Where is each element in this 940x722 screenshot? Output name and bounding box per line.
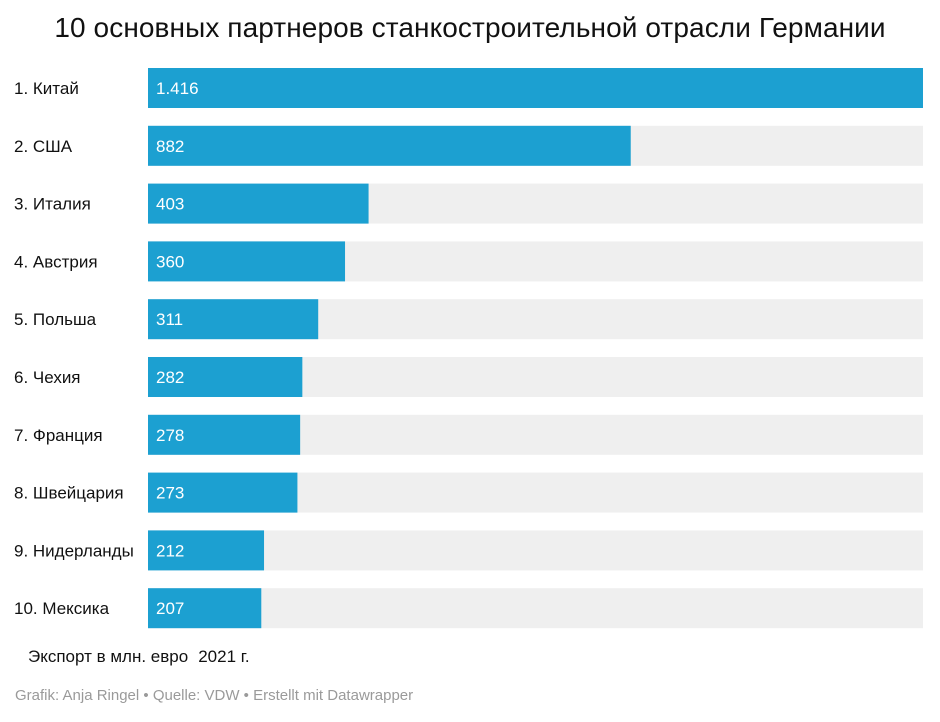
category-label: 5. Польша xyxy=(14,310,97,329)
bar xyxy=(148,588,262,629)
bar-track xyxy=(148,530,923,571)
value-label: 207 xyxy=(156,599,184,618)
bar xyxy=(148,183,369,224)
category-label: 2. США xyxy=(14,137,73,156)
category-label: 1. Китай xyxy=(14,79,79,98)
bar xyxy=(148,125,631,166)
bar xyxy=(148,472,298,513)
chart-title: 10 основных партнеров станкостроительной… xyxy=(54,12,886,43)
bar xyxy=(148,241,346,282)
source-footer: Grafik: Anja Ringel • Quelle: VDW • Erst… xyxy=(15,687,414,704)
bar xyxy=(148,414,301,455)
value-label: 212 xyxy=(156,541,184,560)
category-label: 6. Чехия xyxy=(14,368,81,387)
bar-track xyxy=(148,588,923,629)
category-label: 4. Австрия xyxy=(14,252,98,271)
category-label: 8. Швейцария xyxy=(14,484,124,503)
bar xyxy=(148,357,303,397)
bar xyxy=(148,68,923,108)
value-label: 360 xyxy=(156,252,184,271)
value-label: 403 xyxy=(156,195,184,214)
unit-note: Экспорт в млн. евро xyxy=(28,647,189,666)
category-label: 9. Нидерланды xyxy=(14,541,134,560)
category-label: 7. Франция xyxy=(14,426,103,445)
value-label: 278 xyxy=(156,426,184,445)
value-label: 882 xyxy=(156,137,184,156)
bar xyxy=(148,530,265,571)
value-label: 282 xyxy=(156,368,184,387)
chart-note: Экспорт в млн. евро 2021 г. xyxy=(28,647,250,667)
bar xyxy=(148,299,319,340)
value-label: 311 xyxy=(156,310,183,329)
category-label: 10. Мексика xyxy=(14,599,110,618)
value-label: 1.416 xyxy=(156,79,199,98)
category-label: 3. Италия xyxy=(14,195,91,214)
value-label: 273 xyxy=(156,484,184,503)
year-note: 2021 г. xyxy=(198,647,250,666)
